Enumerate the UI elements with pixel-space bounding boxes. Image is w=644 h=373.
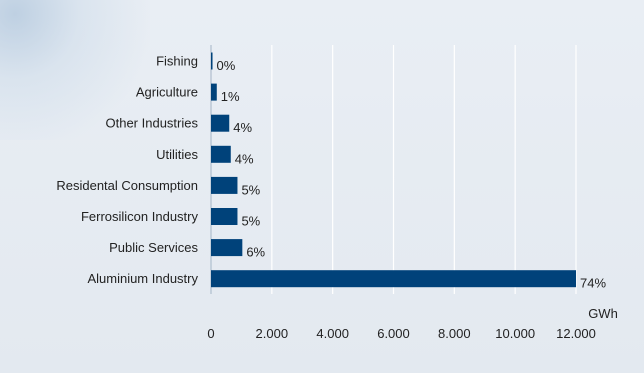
bar [211, 52, 213, 70]
grid-lines [210, 45, 577, 294]
x-tick-label: 12.000 [556, 326, 596, 341]
bar [211, 270, 576, 288]
bar [211, 145, 231, 163]
value-label: 5% [241, 214, 260, 229]
bar [211, 83, 217, 101]
category-label: Ferrosilicon Industry [81, 209, 199, 224]
value-label: 4% [235, 151, 254, 166]
x-unit-label: GWh [588, 306, 618, 321]
bar [211, 239, 243, 257]
category-label: Other Industries [106, 116, 199, 131]
category-label: Public Services [109, 240, 198, 255]
category-label: Residental Consumption [56, 178, 198, 193]
x-tick-label: 0 [207, 326, 214, 341]
value-label: 0% [217, 58, 236, 73]
category-label: Fishing [156, 54, 198, 69]
bar [211, 114, 230, 132]
category-label: Agriculture [136, 85, 198, 100]
value-label: 6% [246, 245, 265, 260]
x-tick-label: 8.000 [438, 326, 471, 341]
bars [211, 52, 576, 288]
x-tick-label: 6.000 [377, 326, 410, 341]
value-label: 4% [233, 120, 252, 135]
bar [211, 176, 238, 194]
category-label: Aluminium Industry [87, 271, 198, 286]
value-label: 74% [580, 276, 606, 291]
x-tick-label: 4.000 [316, 326, 349, 341]
background-decoration [0, 0, 150, 140]
value-label: 5% [241, 182, 260, 197]
x-tick-label: 2.000 [256, 326, 289, 341]
x-tick-label: 10.000 [495, 326, 535, 341]
labels: 0 2.000 4.000 6.000 8.000 10.000 12.000 GWh Fish… [56, 54, 617, 342]
bar [211, 208, 238, 225]
category-label: Utilities [156, 147, 198, 162]
value-label: 1% [221, 89, 240, 104]
